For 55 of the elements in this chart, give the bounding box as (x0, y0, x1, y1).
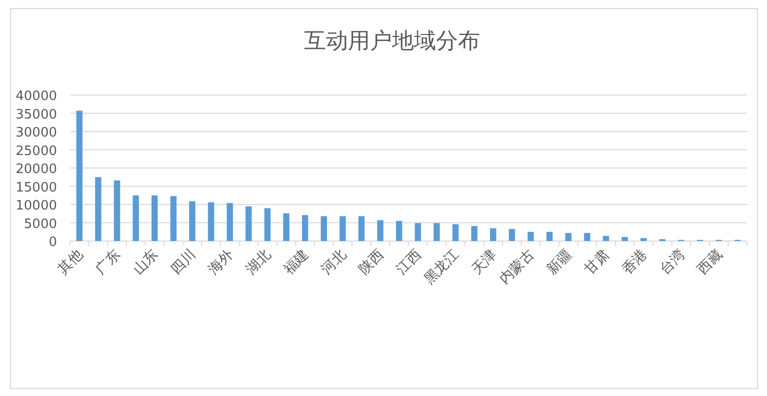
bar (152, 195, 158, 241)
bar (170, 196, 177, 241)
bar (508, 228, 516, 241)
bar (546, 232, 553, 241)
y-tick-label: 20000 (16, 162, 57, 177)
x-tick-label: 四川 (168, 246, 200, 278)
bar (377, 220, 384, 241)
x-tick-label: 福建 (280, 246, 312, 278)
y-tick-label: 15000 (16, 180, 57, 196)
bar (471, 226, 478, 241)
x-tick-label: 广东 (92, 246, 124, 278)
bar (490, 228, 496, 241)
bar (226, 203, 233, 241)
bar (283, 213, 290, 241)
bar (340, 216, 346, 241)
y-tick-label: 30000 (16, 126, 57, 140)
bar (246, 206, 252, 241)
x-tick-label: 陕西 (356, 246, 388, 278)
bar (452, 224, 459, 241)
x-tick-label: 西藏 (694, 246, 726, 278)
bar (189, 201, 196, 241)
x-tick-label: 海外 (206, 246, 237, 278)
bar (208, 202, 214, 241)
bar (622, 236, 628, 241)
bar (76, 110, 83, 241)
bar (434, 223, 440, 241)
x-tick-label: 台湾 (656, 246, 688, 278)
x-tick-label: 湖北 (243, 246, 274, 278)
bar (396, 220, 402, 241)
y-tick-label: 40000 (16, 89, 57, 104)
x-tick-label: 山东 (130, 246, 162, 278)
bar (132, 195, 139, 241)
chart-title: 互动用户地域分布 (304, 29, 480, 54)
bar (264, 208, 271, 241)
bar (358, 216, 365, 241)
bar (114, 180, 120, 241)
bar (95, 177, 102, 241)
x-tick-label: 甘肃 (582, 246, 613, 278)
bar (320, 216, 327, 241)
x-tick-label: 香港 (619, 246, 650, 278)
bar (565, 232, 572, 241)
y-tick-label: 35000 (16, 107, 57, 122)
bar (302, 215, 308, 241)
y-tick-label: 0 (48, 235, 57, 250)
y-tick-label: 25000 (16, 144, 57, 159)
x-tick-label: 河北 (318, 246, 350, 278)
bar (602, 236, 610, 241)
x-tick-label: 其他 (55, 246, 86, 278)
y-tick-label: 5000 (24, 216, 57, 232)
bar (584, 232, 590, 241)
x-tick-label: 新疆 (544, 246, 576, 278)
y-tick-label: 10000 (16, 198, 57, 214)
bar (640, 238, 647, 241)
bar (414, 223, 422, 241)
bar (528, 232, 534, 241)
